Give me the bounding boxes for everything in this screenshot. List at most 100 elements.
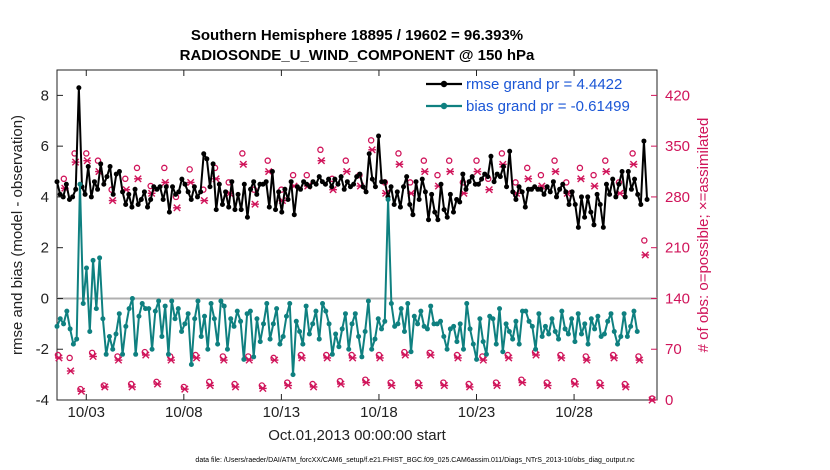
rmse-point — [429, 191, 435, 197]
y-right-tick-label: 0 — [665, 392, 673, 409]
rmse-point — [410, 212, 416, 218]
bias-point — [77, 181, 83, 187]
bias-point — [628, 323, 634, 329]
rmse-point — [394, 189, 400, 195]
y-tick-label: -2 — [36, 341, 49, 358]
obs-possible-point — [367, 137, 375, 144]
bias-point — [415, 321, 421, 327]
rmse-point — [123, 202, 129, 208]
obs-possible-point — [94, 157, 102, 164]
obs-possible-point — [523, 164, 531, 172]
bias-point — [470, 341, 476, 347]
bias-point — [224, 346, 230, 352]
bias-point — [398, 306, 404, 312]
rmse-point — [388, 184, 394, 190]
rmse-point — [607, 191, 613, 197]
obs-assimilated-point — [557, 354, 566, 362]
rmse-point — [585, 194, 591, 200]
rmse-point — [163, 184, 169, 190]
bias-point — [116, 311, 122, 317]
rmse-point — [63, 181, 69, 187]
obs-assimilated-point — [473, 167, 482, 176]
rmse-point — [101, 181, 107, 187]
rmse-point — [141, 189, 147, 195]
bias-point — [365, 298, 371, 304]
obs-assimilated-point — [270, 356, 279, 364]
obs-assimilated-point — [635, 356, 644, 364]
bias-point — [424, 326, 430, 332]
obs-assimilated-point — [485, 185, 494, 194]
bias-point — [333, 331, 339, 337]
bias-point — [228, 316, 234, 322]
rmse-point — [104, 174, 110, 180]
bias-point — [359, 354, 365, 360]
bias-point — [264, 301, 270, 307]
rmse-point — [597, 202, 603, 208]
rmse-point — [460, 171, 466, 177]
rmse-point — [447, 191, 453, 197]
bias-point — [559, 308, 565, 314]
rmse-point — [419, 176, 425, 182]
bias-point — [274, 306, 280, 312]
rmse-point — [188, 196, 194, 202]
rmse-point — [73, 186, 79, 192]
bias-point — [457, 321, 463, 327]
y-right-tick-label: 210 — [665, 240, 690, 257]
bias-point — [444, 346, 450, 352]
rmse-point — [351, 181, 357, 187]
rmse-point — [513, 196, 519, 202]
rmse-point — [194, 194, 200, 200]
obs-assimilated-point — [219, 356, 228, 364]
bias-point — [231, 323, 237, 329]
rmse-point — [254, 191, 260, 197]
rmse-point — [251, 179, 257, 185]
bias-point — [97, 255, 103, 261]
bias-point — [74, 336, 80, 342]
rmse-point — [329, 184, 335, 190]
bias-point — [621, 311, 627, 317]
bias-point — [546, 331, 552, 337]
rmse-point — [391, 202, 397, 208]
obs-possible-point — [395, 150, 402, 157]
bias-point — [172, 316, 178, 322]
rmse-point — [332, 176, 338, 182]
bias-point — [205, 346, 211, 352]
bias-point — [162, 303, 168, 309]
obs-possible-point — [473, 157, 480, 164]
bias-point — [297, 328, 303, 334]
obs-assimilated-point — [426, 351, 435, 359]
obs-possible-point — [83, 150, 90, 157]
obs-assimilated-point — [571, 380, 579, 388]
obs-possible-point — [420, 157, 428, 164]
bias-point — [529, 323, 535, 329]
rmse-point — [226, 204, 232, 210]
bias-point — [483, 351, 489, 357]
obs-assimilated-point — [551, 167, 560, 176]
rmse-point — [148, 196, 154, 202]
bias-point — [480, 339, 486, 345]
bias-point — [57, 316, 63, 322]
bias-point — [123, 323, 129, 329]
obs-possible-point — [342, 157, 350, 164]
bias-point — [585, 341, 591, 347]
obs-possible-point — [590, 171, 597, 179]
y-right-tick-label: 350 — [665, 138, 690, 155]
obs-assimilated-point — [317, 156, 326, 165]
rmse-point — [338, 174, 344, 180]
rmse-point — [616, 181, 622, 187]
rmse-point — [85, 163, 91, 169]
rmse-point — [432, 209, 438, 215]
rmse-point — [610, 176, 616, 182]
obs-assimilated-point — [454, 354, 462, 362]
bias-point — [408, 349, 414, 355]
rmse-point — [207, 184, 213, 190]
rmse-point — [191, 184, 197, 190]
obs-assimilated-point — [395, 160, 404, 168]
bias-point — [126, 306, 132, 312]
rmse-point — [591, 222, 597, 228]
bias-point — [106, 334, 112, 340]
rmse-point — [179, 176, 185, 182]
bias-point — [211, 316, 217, 322]
bias-point — [188, 361, 194, 367]
rmse-point — [560, 181, 566, 187]
